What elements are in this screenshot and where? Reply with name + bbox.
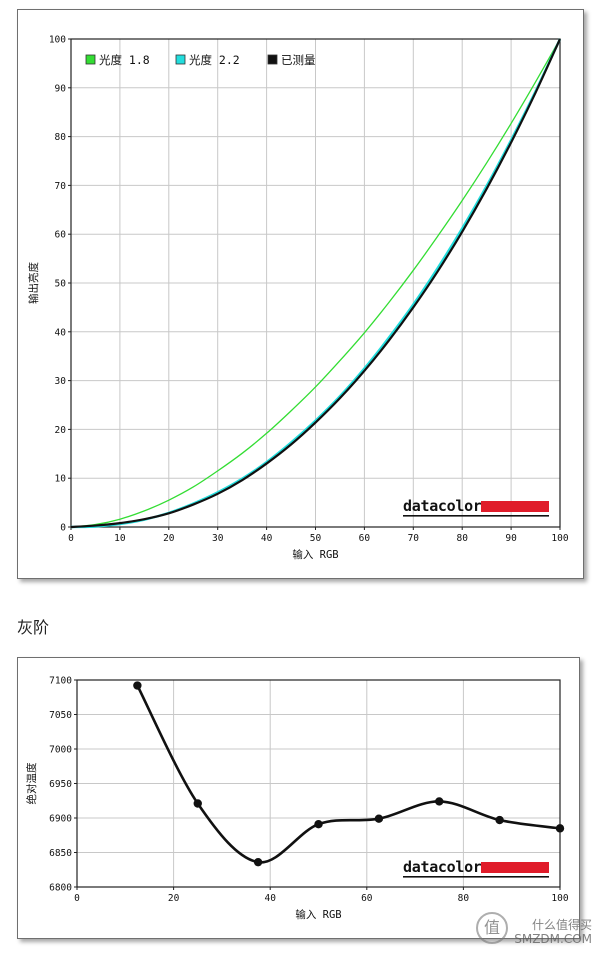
x-tick-label: 20 <box>168 893 180 904</box>
y-tick-label: 90 <box>55 83 67 94</box>
color-temperature-chart: 0 20 40 60 80 100 6800 6850 6900 6950 7000 7050 7100… <box>25 676 569 922</box>
legend-label: 已测量 <box>281 53 316 67</box>
series-line-1 <box>136 684 561 864</box>
section-title: 灰阶 <box>17 618 50 637</box>
y-tick-label: 7100 <box>49 676 72 687</box>
y-tick-label: 7050 <box>49 710 72 721</box>
data-point <box>314 820 323 829</box>
y-tick-label: 6950 <box>49 779 72 790</box>
x-tick-label: 30 <box>212 533 224 544</box>
gamma-chart: 0 10 20 30 40 50 60 70 80 90 100 0 10 20 30 40 50 60 70 80 9… <box>27 35 569 562</box>
x-tick-label: 90 <box>505 533 517 544</box>
color-temperature-chart-panel: 0 20 40 60 80 100 6800 6850 6900 6950 7000 7050 7100… <box>17 657 580 939</box>
y-tick-label: 100 <box>49 35 66 46</box>
legend-swatch <box>85 54 96 65</box>
data-point <box>374 814 384 823</box>
legend-swatch <box>267 54 278 65</box>
series-line-3 <box>70 38 562 529</box>
y-tick-label: 10 <box>55 474 67 485</box>
watermark-subtext: SMZDM.COM <box>514 932 592 946</box>
legend-label: 光度 1.8 <box>99 53 150 67</box>
x-tick-label: 80 <box>456 533 468 544</box>
x-axis-title: 输入 RGB <box>295 908 341 921</box>
x-tick-label: 40 <box>261 533 273 544</box>
y-tick-label: 60 <box>55 230 67 241</box>
x-tick-label: 100 <box>551 533 568 544</box>
y-tick-label: 50 <box>55 279 67 290</box>
watermark: 什么值得买 SMZDM.COM <box>514 918 592 946</box>
x-tick-label: 60 <box>359 533 371 544</box>
y-tick-label: 80 <box>55 132 67 143</box>
data-point <box>133 681 142 690</box>
y-tick-label: 6800 <box>49 883 72 894</box>
x-tick-label: 100 <box>551 893 568 904</box>
data-point <box>435 797 444 806</box>
y-tick-label: 7000 <box>49 745 72 756</box>
x-tick-label: 10 <box>114 533 126 544</box>
y-tick-label: 30 <box>55 376 67 387</box>
y-tick-label: 40 <box>55 327 67 338</box>
datacolor-logo-text: datacolor <box>403 497 482 515</box>
datacolor-logo-text: datacolor <box>403 858 482 876</box>
series-line-1 <box>70 38 561 528</box>
y-tick-label: 20 <box>55 425 67 436</box>
y-tick-label: 0 <box>60 523 66 534</box>
data-point <box>555 824 565 833</box>
y-tick-label: 6900 <box>49 814 72 825</box>
data-point <box>495 815 504 825</box>
datacolor-logo-underline <box>403 876 549 878</box>
x-tick-label: 70 <box>408 533 420 544</box>
legend-label: 光度 2.2 <box>189 53 240 67</box>
y-axis-title: 输出亮度 <box>27 262 40 304</box>
y-tick-label: 6850 <box>49 848 72 859</box>
x-tick-label: 20 <box>163 533 175 544</box>
x-tick-label: 60 <box>361 893 373 904</box>
x-tick-label: 0 <box>74 893 80 904</box>
data-point <box>193 799 202 808</box>
watermark-logo-icon: 值 <box>476 912 508 944</box>
watermark-text: 什么值得买 <box>531 918 592 932</box>
x-tick-label: 0 <box>68 533 74 544</box>
y-tick-label: 70 <box>55 181 67 192</box>
datacolor-logo-bar <box>481 501 549 512</box>
datacolor-logo-bar <box>481 862 549 873</box>
y-axis-title: 绝对温度 <box>25 762 38 804</box>
legend-swatch <box>175 54 186 65</box>
datacolor-logo-underline <box>403 515 549 517</box>
data-point <box>253 857 263 867</box>
x-axis-title: 输入 RGB <box>292 548 338 561</box>
x-tick-label: 50 <box>310 533 322 544</box>
x-tick-label: 40 <box>264 893 276 904</box>
x-tick-label: 80 <box>458 893 470 904</box>
gamma-chart-panel: 0 10 20 30 40 50 60 70 80 90 100 0 10 20 30 40 50 60 70 80 9… <box>17 9 584 579</box>
